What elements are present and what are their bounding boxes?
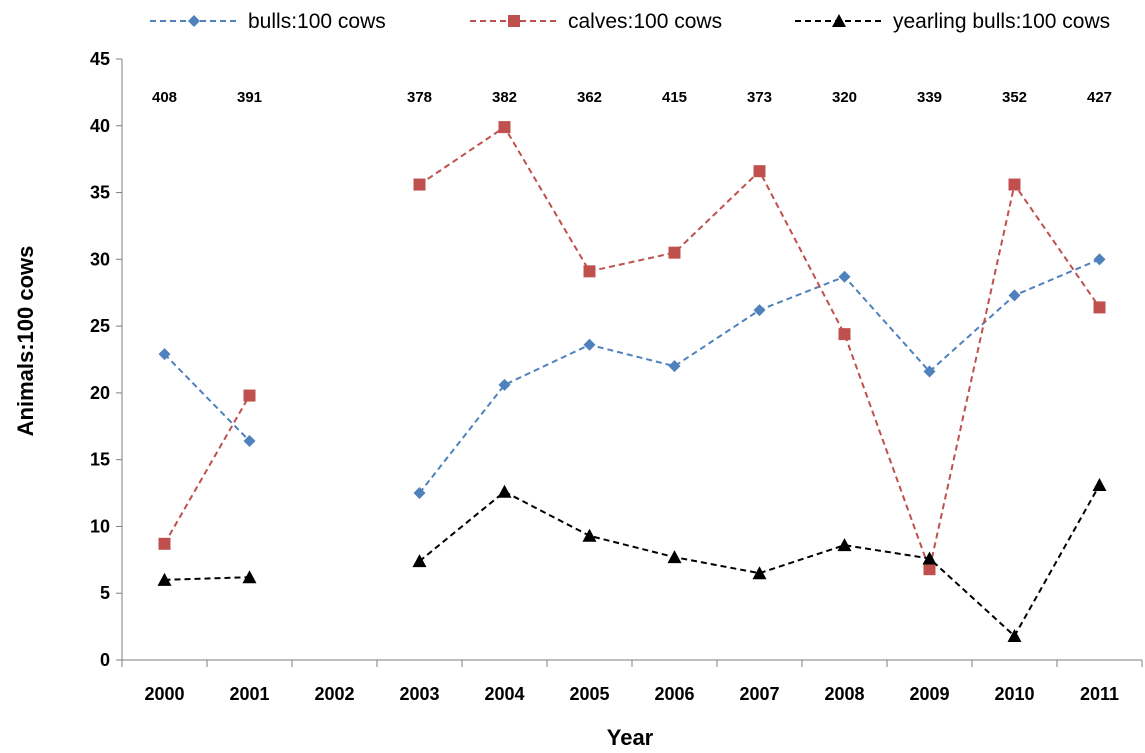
data-point: [158, 537, 171, 550]
sample-size-label: 373: [747, 89, 772, 106]
data-point: [753, 165, 766, 178]
data-point: [753, 304, 766, 317]
data-point: [668, 360, 681, 373]
x-tick-label: 2010: [994, 684, 1034, 704]
series-0: [158, 253, 1106, 500]
sample-size-labels: 408 391 378 382 362 415 373 320 339 352 427: [152, 89, 1112, 106]
x-tick-label: 2000: [144, 684, 184, 704]
x-tick-label: 2011: [1080, 684, 1119, 704]
x-tick-label: 2009: [909, 684, 949, 704]
y-axis-title: Animals:100 cows: [13, 246, 38, 437]
data-point: [583, 265, 596, 278]
data-point: [667, 550, 682, 564]
data-point: [582, 528, 597, 542]
x-tick-label: 2006: [654, 684, 694, 704]
sample-size-label: 391: [237, 89, 262, 106]
sample-size-label: 339: [917, 89, 942, 106]
sample-size-label: 320: [832, 89, 857, 106]
legend-marker: [832, 14, 846, 27]
series-1: [158, 121, 1106, 576]
y-tick-label: 25: [90, 316, 110, 336]
y-tick-label: 45: [90, 49, 110, 69]
axes: 0 5 10 15 20 25 30 35 40 45 2000 2001 2002 2003 2004 20…: [90, 49, 1143, 704]
y-tick-label: 10: [90, 516, 110, 536]
x-tick-label: 2007: [739, 684, 779, 704]
data-point: [413, 487, 426, 500]
data-point: [497, 484, 512, 498]
data-point: [923, 365, 936, 378]
data-point: [1092, 478, 1107, 492]
series-line: [418, 258, 1100, 494]
series-line: [163, 353, 251, 442]
y-tick-label: 15: [90, 450, 110, 470]
data-point: [923, 563, 936, 576]
legend-entry: yearling bulls:100 cows: [795, 10, 1110, 33]
data-point: [498, 378, 511, 391]
series-line: [164, 576, 250, 581]
x-tick-label: 2004: [484, 684, 524, 704]
data-point: [837, 538, 852, 552]
data-point: [1007, 628, 1022, 642]
data-point: [242, 570, 257, 584]
series-line: [418, 484, 1101, 638]
legend-marker: [508, 15, 520, 27]
x-tick-label: 2005: [569, 684, 609, 704]
data-point: [838, 328, 851, 341]
legend-entry: calves:100 cows: [470, 10, 722, 33]
y-tick-label: 20: [90, 383, 110, 403]
y-tick-label: 0: [100, 650, 110, 670]
legend-label: yearling bulls:100 cows: [893, 10, 1110, 33]
y-tick-label: 40: [90, 116, 110, 136]
data-point: [838, 270, 851, 283]
x-tick-label: 2001: [229, 684, 269, 704]
data-point: [1008, 178, 1021, 191]
y-tick-label: 5: [100, 583, 110, 603]
data-point: [243, 434, 256, 447]
sample-size-label: 382: [492, 89, 517, 106]
data-point: [158, 348, 171, 361]
data-point: [922, 551, 937, 565]
series-2: [157, 478, 1107, 642]
y-tick-label: 35: [90, 183, 110, 203]
data-point: [413, 178, 426, 191]
sample-size-label: 415: [662, 89, 687, 106]
data-point: [157, 572, 172, 586]
sample-size-label: 408: [152, 89, 177, 106]
data-point: [668, 246, 681, 259]
data-point: [1008, 289, 1021, 302]
x-tick-label: 2002: [314, 684, 354, 704]
legend-entry: bulls:100 cows: [150, 10, 386, 33]
data-point: [412, 554, 427, 568]
legend-label: bulls:100 cows: [248, 10, 386, 33]
y-tick-label: 30: [90, 249, 110, 269]
sample-size-label: 362: [577, 89, 602, 106]
data-point: [1093, 253, 1106, 266]
x-axis-title: Year: [607, 725, 654, 750]
data-point: [498, 121, 511, 134]
legend-label: calves:100 cows: [568, 10, 722, 33]
x-tick-label: 2008: [824, 684, 864, 704]
data-point: [752, 566, 767, 580]
plot-area: [157, 121, 1107, 642]
legend-marker: [188, 15, 200, 27]
series-line: [418, 125, 1101, 573]
sample-size-label: 352: [1002, 89, 1027, 106]
data-point: [1093, 301, 1106, 314]
legend: bulls:100 cows calves:100 cows yearling bu…: [150, 10, 1110, 33]
series-line: [163, 395, 251, 545]
sample-size-label: 378: [407, 89, 432, 106]
data-point: [243, 389, 256, 402]
x-tick-label: 2003: [399, 684, 439, 704]
sample-size-label: 427: [1087, 89, 1112, 106]
data-point: [583, 338, 596, 351]
